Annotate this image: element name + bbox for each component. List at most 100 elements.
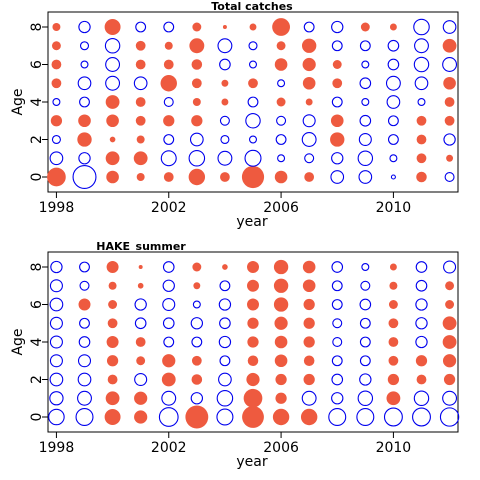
y-tick-label: 8 [29, 23, 45, 32]
bubble-positive [274, 58, 288, 71]
bubble-positive [303, 373, 315, 386]
bubble-positive [276, 41, 286, 51]
bubble-positive [274, 316, 288, 330]
bubble-negative [415, 279, 428, 292]
bubble-negative [51, 134, 61, 145]
y-tick-label: 0 [29, 413, 45, 422]
bubble-positive [134, 391, 148, 405]
panel-hake-summer: HAKE_summer year Age 1998 2002 2006 2010 0 2 4… [10, 240, 460, 470]
bubble-positive [442, 335, 457, 349]
bubble-negative [361, 262, 370, 271]
bubble-positive [248, 78, 258, 89]
bubble-positive [221, 79, 229, 87]
bubble-negative [303, 21, 315, 33]
bubble-positive [276, 97, 286, 107]
bubble-negative [79, 41, 90, 51]
bubble-positive [273, 259, 289, 275]
bubble-negative [162, 317, 175, 330]
bubble-positive [386, 391, 401, 406]
bubble-negative [359, 298, 372, 311]
x-tick-label: 2006 [263, 200, 299, 216]
bubble-positive [445, 300, 455, 309]
bubble-positive [415, 355, 428, 367]
bubble-negative [439, 407, 460, 427]
bubble-negative [359, 373, 372, 386]
bubble-layer [47, 18, 458, 189]
bubble-positive [104, 409, 121, 425]
bubble-positive [105, 151, 120, 166]
bubble-negative [79, 96, 90, 108]
bubble-negative [302, 114, 316, 128]
bubble-negative [387, 134, 399, 145]
bubble-positive [275, 392, 287, 404]
bubble-negative [359, 317, 371, 329]
bubble-negative [356, 407, 375, 426]
bubble-positive [106, 261, 119, 273]
bubble-negative [417, 98, 426, 107]
bubble-positive [222, 264, 228, 270]
bubble-positive [135, 115, 146, 126]
bubble-positive [273, 297, 289, 312]
bubble-positive [416, 171, 427, 183]
bubble-negative [189, 132, 204, 147]
axis-ticks: 1998 2002 2006 2010 0 2 4 6 8 [29, 263, 411, 456]
bubble-negative [49, 354, 63, 368]
bubble-negative [163, 134, 175, 145]
bubble-negative [444, 172, 455, 183]
bubble-positive [222, 25, 227, 29]
bubble-positive [221, 98, 229, 106]
bubble-positive [108, 281, 117, 290]
x-tick-label: 1998 [39, 440, 75, 456]
bubble-positive [188, 168, 206, 186]
bubble-positive [164, 41, 173, 50]
bubble-negative [331, 392, 344, 405]
bubble-positive [105, 95, 120, 109]
bubble-negative [158, 407, 179, 427]
bubble-positive [302, 57, 316, 72]
bubble-positive [191, 59, 203, 70]
bubble-positive [446, 154, 454, 162]
bubble-positive [416, 134, 427, 145]
bubble-negative [330, 170, 345, 184]
bubble-negative [331, 373, 344, 386]
bubble-positive [444, 97, 455, 107]
bubble-negative [357, 390, 374, 406]
bubble-positive [191, 78, 202, 89]
bubble-negative [219, 355, 231, 367]
bubble-positive [442, 354, 457, 368]
bubble-positive [185, 405, 209, 429]
bubble-negative [359, 336, 371, 348]
bubble-negative [387, 115, 399, 127]
x-tick-label: 2002 [151, 440, 187, 456]
x-axis-label: year [236, 214, 267, 230]
bubble-negative [192, 300, 201, 309]
bubble-positive [443, 373, 456, 386]
bubble-negative [359, 114, 372, 127]
bubble-negative [78, 20, 91, 34]
bubble-negative [331, 299, 343, 310]
bubble-negative [162, 261, 175, 273]
bubble-negative [360, 280, 371, 291]
bubble-negative [218, 335, 232, 349]
bubble-negative [217, 150, 233, 166]
bubble-negative [80, 60, 89, 69]
bubble-positive [275, 373, 287, 386]
bubble-negative [359, 355, 371, 367]
bubble-positive [162, 354, 176, 368]
bubble-positive [246, 372, 260, 387]
y-tick-label: 4 [29, 97, 45, 106]
bubble-negative [442, 57, 458, 72]
bubble-positive [387, 373, 400, 386]
bubble-negative [105, 75, 121, 91]
x-tick-label: 2010 [376, 440, 412, 456]
bubble-negative [191, 336, 203, 348]
bubble-positive [191, 355, 202, 366]
bubble-negative [383, 407, 403, 427]
bubble-positive [388, 355, 399, 366]
bubble-positive [107, 318, 118, 329]
bubble-negative [245, 113, 261, 129]
bubble-negative [217, 38, 233, 54]
bubble-negative [162, 297, 176, 312]
bubble-negative [443, 133, 456, 146]
y-tick-label: 6 [29, 300, 45, 309]
